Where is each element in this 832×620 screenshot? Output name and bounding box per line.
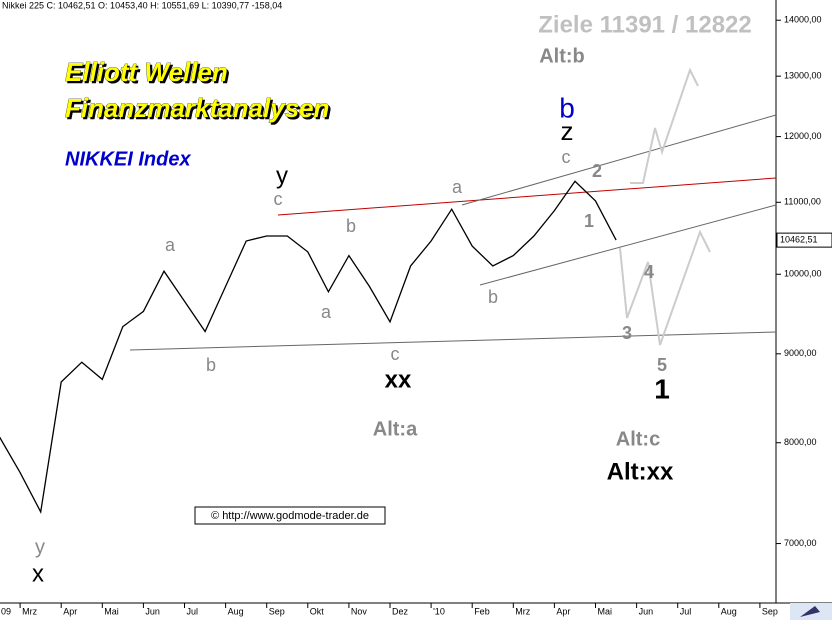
annotation: c	[562, 147, 571, 167]
x-tick-label: Apr	[63, 606, 77, 616]
last-price-box	[776, 232, 832, 248]
annotation: 2	[592, 161, 602, 181]
icon-glyph	[800, 606, 820, 617]
y-tick-label: 8000,00	[784, 437, 817, 447]
x-tick-label: Apr	[556, 606, 570, 616]
x-tick-label: Aug	[228, 606, 244, 616]
annotation: b	[346, 216, 356, 236]
header-bg	[0, 0, 340, 11]
copyright: © http://www.godmode-trader.de	[211, 510, 369, 522]
price-line	[0, 180, 617, 514]
annotation: c	[274, 189, 283, 209]
x-tick-label: Mai	[598, 606, 613, 616]
header: Nikkei 225 C: 10462,51 O: 10453,40 H: 10…	[2, 0, 282, 10]
y-tick-label: 12000,00	[784, 131, 822, 141]
x-tick-label: Nov	[351, 606, 368, 616]
x-tick-label: Jun	[639, 606, 654, 616]
x-tick-label: 09	[1, 606, 11, 616]
annotation: NIKKEI Index	[65, 148, 191, 170]
x-tick-label: Sep	[269, 606, 285, 616]
annotation: 4	[644, 262, 654, 282]
annotation: xx	[385, 366, 412, 393]
last-price: 10462,51	[780, 234, 818, 244]
projection	[619, 229, 711, 346]
annotation: 1	[654, 373, 670, 404]
y-tick-label: 7000,00	[784, 538, 817, 548]
x-tick-label: Okt	[310, 606, 325, 616]
annotation: Alt:b	[539, 45, 585, 67]
x-tick-label: Jun	[145, 606, 160, 616]
annotation: x	[32, 560, 44, 587]
annotation: c	[391, 344, 400, 364]
x-tick-label: Jul	[187, 606, 199, 616]
annotation: b	[559, 92, 575, 123]
trend-line	[479, 204, 777, 286]
x-tick-label: Jul	[680, 606, 692, 616]
trend-line	[277, 177, 777, 216]
trend-line	[461, 114, 777, 206]
annotation: a	[452, 177, 463, 197]
annotation: Elliott Wellen	[65, 57, 228, 87]
y-tick-label: 9000,00	[784, 348, 817, 358]
y-tick-label: 14000,00	[784, 15, 822, 25]
annotation: Alt:c	[616, 428, 660, 450]
annotation: y	[35, 536, 45, 558]
x-tick-label: Aug	[721, 606, 737, 616]
x-tick-label: Mrz	[22, 606, 37, 616]
annotation: b	[488, 287, 498, 307]
annotation: 5	[657, 355, 667, 375]
annotation: z	[561, 116, 574, 146]
annotation: b	[206, 355, 216, 375]
projection	[630, 67, 699, 184]
y-tick-label: 11000,00	[784, 197, 821, 207]
y-tick-label: 13000,00	[784, 71, 822, 81]
x-tick-label: '10	[433, 606, 445, 616]
annotation: 3	[622, 323, 632, 343]
annotation: a	[165, 235, 176, 255]
x-tick-label: Sep	[762, 606, 778, 616]
annotation: Alt:xx	[607, 458, 674, 485]
x-tick-label: Dez	[392, 606, 409, 616]
x-tick-label: Feb	[474, 606, 490, 616]
annotation: y	[276, 162, 288, 189]
annotation: 1	[584, 211, 594, 231]
annotation: Alt:a	[373, 418, 418, 440]
y-tick-label: 10000,00	[784, 269, 822, 279]
x-tick-label: Mai	[104, 606, 119, 616]
annotation: Ziele 11391 / 12822	[538, 11, 752, 38]
annotation: a	[321, 302, 332, 322]
x-tick-label: Mrz	[515, 606, 530, 616]
trend-line	[129, 331, 777, 351]
annotation: Finanzmarktanalysen	[65, 93, 329, 123]
copyright-box	[194, 506, 386, 525]
